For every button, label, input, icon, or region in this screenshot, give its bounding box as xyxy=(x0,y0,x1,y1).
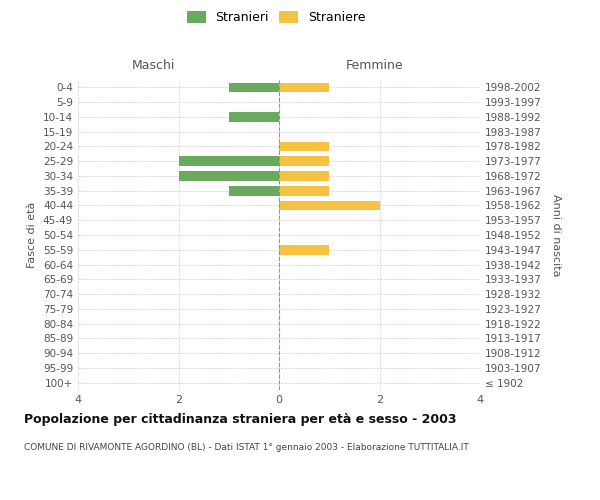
Bar xyxy=(229,82,279,92)
Bar xyxy=(279,156,329,166)
Bar xyxy=(229,112,279,122)
Bar xyxy=(279,186,329,196)
Bar xyxy=(279,142,329,151)
Bar xyxy=(279,200,380,210)
Bar xyxy=(179,171,279,180)
Legend: Stranieri, Straniere: Stranieri, Straniere xyxy=(182,6,370,29)
Text: Femmine: Femmine xyxy=(346,59,404,72)
Text: Maschi: Maschi xyxy=(131,59,175,72)
Bar xyxy=(229,186,279,196)
Bar xyxy=(279,245,329,254)
Text: COMUNE DI RIVAMONTE AGORDINO (BL) - Dati ISTAT 1° gennaio 2003 - Elaborazione TU: COMUNE DI RIVAMONTE AGORDINO (BL) - Dati… xyxy=(24,442,469,452)
Text: Popolazione per cittadinanza straniera per età e sesso - 2003: Popolazione per cittadinanza straniera p… xyxy=(24,412,457,426)
Y-axis label: Fasce di età: Fasce di età xyxy=(28,202,37,268)
Y-axis label: Anni di nascita: Anni di nascita xyxy=(551,194,561,276)
Bar xyxy=(179,156,279,166)
Bar xyxy=(279,171,329,180)
Bar xyxy=(279,82,329,92)
